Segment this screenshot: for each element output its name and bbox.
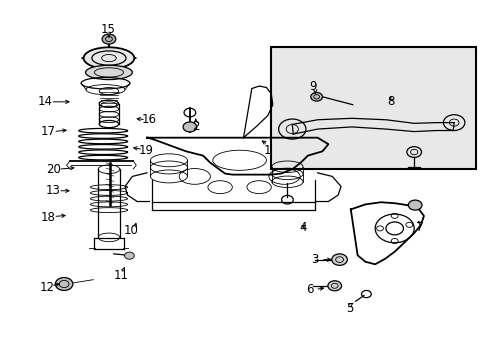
Text: 17: 17: [41, 125, 56, 138]
Circle shape: [183, 122, 196, 132]
Circle shape: [407, 200, 421, 210]
Text: 5: 5: [345, 302, 352, 315]
Text: 12: 12: [40, 281, 54, 294]
Text: 6: 6: [306, 283, 313, 296]
Text: 7: 7: [415, 221, 423, 234]
Circle shape: [55, 278, 73, 291]
Circle shape: [327, 281, 341, 291]
Bar: [271, 47, 475, 169]
Circle shape: [310, 93, 322, 101]
Text: 20: 20: [46, 163, 61, 176]
Ellipse shape: [85, 65, 132, 80]
Text: 14: 14: [38, 95, 53, 108]
Circle shape: [124, 252, 134, 259]
Text: 15: 15: [101, 23, 115, 36]
Text: 16: 16: [142, 113, 157, 126]
Text: 9: 9: [308, 80, 316, 93]
Circle shape: [102, 34, 116, 44]
Ellipse shape: [83, 47, 134, 69]
Text: 2: 2: [192, 121, 199, 134]
Text: 4: 4: [299, 221, 306, 234]
Text: 13: 13: [46, 184, 61, 197]
Text: 3: 3: [311, 253, 318, 266]
Text: 8: 8: [386, 95, 394, 108]
Text: 11: 11: [114, 269, 129, 282]
Text: 18: 18: [41, 211, 56, 224]
Text: 19: 19: [138, 144, 153, 157]
Circle shape: [331, 254, 346, 265]
Text: 10: 10: [123, 224, 139, 237]
Text: 1: 1: [264, 144, 271, 157]
